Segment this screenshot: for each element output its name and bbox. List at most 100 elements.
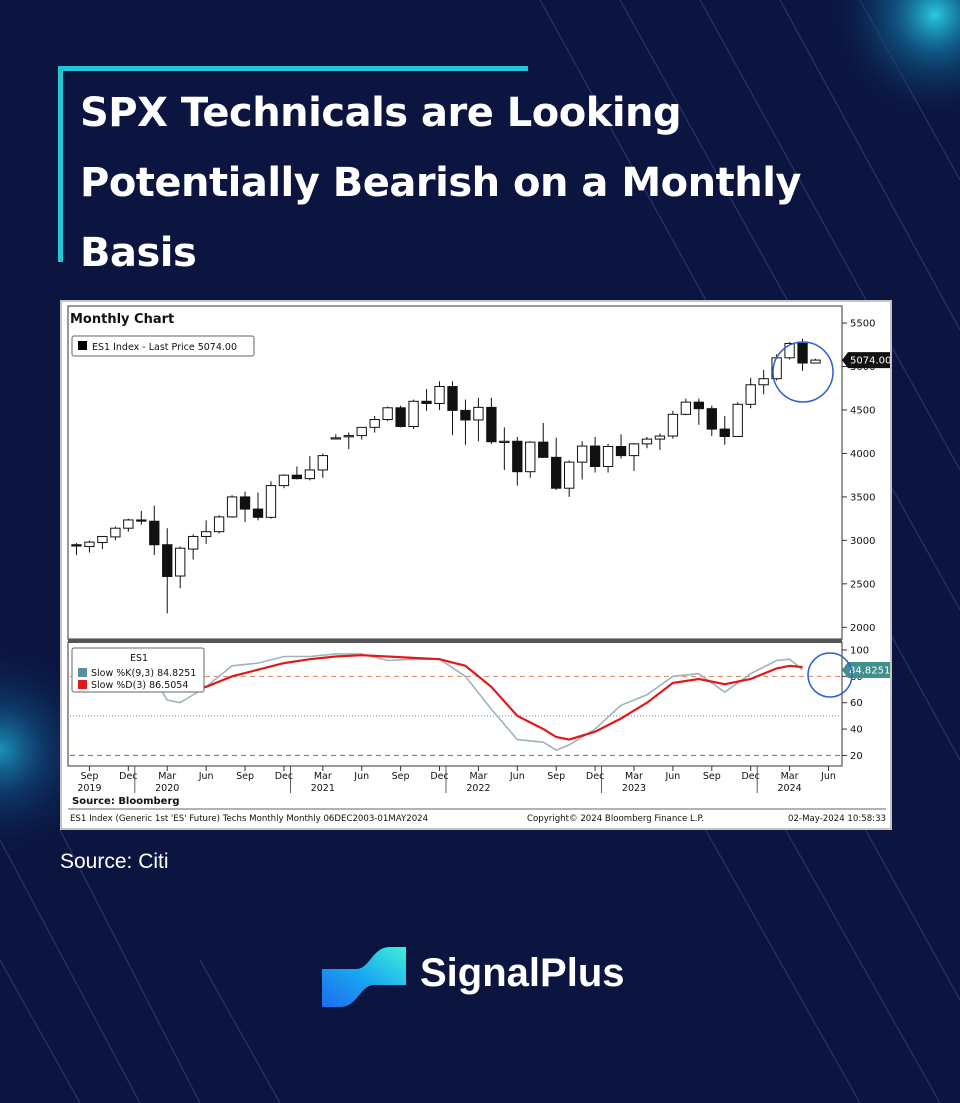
- candle-up: [758, 378, 769, 386]
- source-note: Source: Citi: [60, 850, 169, 873]
- x-tick-label: Sep: [80, 771, 98, 782]
- x-tick-label: Mar: [158, 771, 176, 782]
- x-tick-label: Jun: [509, 771, 525, 782]
- x-axis: Sep Dec Mar Jun Sep Dec Mar Jun Sep Dec Mar Jun Sep D…: [77, 766, 836, 794]
- price-tick-label: 3500: [850, 492, 875, 503]
- candle-down: [615, 445, 627, 457]
- last-price-tag: 5074.00: [842, 352, 891, 369]
- x-year-label: 2022: [466, 783, 490, 794]
- price-tick-label: 3000: [850, 536, 875, 547]
- candle-up: [434, 386, 445, 404]
- candle-down: [149, 520, 160, 546]
- price-legend-swatch: [78, 341, 87, 350]
- x-tick-label: Dec: [275, 771, 293, 782]
- candle-down: [252, 508, 264, 518]
- x-tick-label: Sep: [392, 771, 410, 782]
- candles: [71, 338, 821, 614]
- last-value-label: 84.8251: [849, 665, 890, 676]
- brand-name: SignalPlus: [420, 951, 625, 995]
- x-tick-label: Jun: [198, 771, 214, 782]
- candle-down: [486, 406, 497, 443]
- candle-up: [123, 519, 134, 529]
- price-legend-label: ES1 Index - Last Price 5074.00: [92, 342, 237, 353]
- candle-up: [278, 474, 290, 487]
- indicator-tick-label: 20: [850, 751, 863, 762]
- candle-down: [421, 400, 432, 404]
- candle-up: [200, 531, 212, 537]
- chart-card: Monthly Chart ES1 Index - Last Price 507…: [60, 300, 892, 830]
- candle-up: [304, 469, 316, 480]
- x-tick-label: Mar: [314, 771, 332, 782]
- title-accent-bar-left: [58, 66, 63, 262]
- x-year-label: 2019: [77, 783, 101, 794]
- candle-up: [564, 461, 575, 489]
- slow-d-swatch: [78, 680, 87, 689]
- last-price-label: 5074.00: [850, 356, 891, 367]
- candle-up: [499, 440, 510, 443]
- candle-up: [525, 441, 536, 473]
- slow-d-legend-label: Slow %D(3) 86.5054: [91, 680, 188, 691]
- indicator-tick-label: 60: [850, 698, 863, 709]
- candle-up: [628, 443, 640, 457]
- candle-down: [797, 342, 808, 364]
- candle-up: [408, 400, 419, 427]
- candle-up: [732, 403, 743, 437]
- candle-down: [693, 401, 704, 410]
- x-tick-label: Dec: [586, 771, 604, 782]
- candle-up: [317, 455, 328, 471]
- candle-down: [589, 445, 601, 467]
- chart-title: Monthly Chart: [70, 312, 174, 327]
- x-tick-label: Mar: [469, 771, 487, 782]
- candle-up: [110, 527, 121, 538]
- chart-description: ES1 Index (Generic 1st 'ES' Future) Tech…: [70, 814, 428, 824]
- candle-down: [538, 441, 549, 458]
- price-tick-label: 4000: [850, 449, 875, 460]
- last-value-tag-shape: [842, 661, 890, 678]
- title-accent-bar: [58, 66, 528, 71]
- candle-up: [175, 547, 186, 577]
- price-tick-label: 4500: [850, 405, 875, 416]
- page-title: SPX Technicals are Looking Potentially B…: [80, 90, 801, 276]
- candle-up: [810, 359, 821, 364]
- last-value-tag: 84.8251: [842, 661, 890, 678]
- x-year-label: 2021: [311, 783, 335, 794]
- x-tick-label: Sep: [236, 771, 254, 782]
- x-tick-label: Sep: [703, 771, 721, 782]
- last-price-tag-shape: [842, 352, 890, 369]
- candle-up: [226, 496, 238, 518]
- x-tick-label: Jun: [664, 771, 680, 782]
- indicator-tick-label: 40: [850, 725, 863, 736]
- price-tick-label: 2000: [850, 623, 875, 634]
- x-tick-label: Jun: [353, 771, 369, 782]
- candle-down: [447, 386, 458, 411]
- candle-up: [265, 485, 277, 518]
- highlight-circle-price: [772, 341, 834, 403]
- candle-up: [330, 437, 341, 440]
- price-tick-label: 2500: [850, 579, 875, 590]
- candle-up: [188, 535, 199, 550]
- chart-svg: Monthly Chart ES1 Index - Last Price 507…: [60, 300, 892, 830]
- candle-up: [680, 401, 692, 415]
- candle-up: [356, 426, 367, 437]
- x-tick-label: Mar: [781, 771, 799, 782]
- candle-up: [97, 535, 108, 544]
- slow-k-swatch: [78, 668, 87, 677]
- slow-k-line: [76, 653, 804, 751]
- candle-down: [239, 496, 251, 510]
- x-year-label: 2020: [155, 783, 179, 794]
- candle-down: [706, 408, 717, 430]
- candle-up: [667, 413, 679, 437]
- x-tick-label: Dec: [430, 771, 448, 782]
- candle-up: [654, 435, 666, 440]
- indicator-legend-box: [71, 647, 205, 693]
- x-tick-label: Jun: [820, 771, 836, 782]
- candle-up: [84, 541, 95, 547]
- candle-up: [576, 445, 588, 463]
- candle-up: [213, 516, 225, 533]
- candle-down: [460, 409, 471, 421]
- x-tick-label: Dec: [119, 771, 137, 782]
- chart-timestamp: 02-May-2024 10:58:33: [788, 814, 886, 824]
- chart-copyright: Copyright© 2024 Bloomberg Finance L.P.: [527, 814, 704, 824]
- indicator-tick-label: 100: [850, 645, 869, 656]
- x-tick-label: Dec: [741, 771, 759, 782]
